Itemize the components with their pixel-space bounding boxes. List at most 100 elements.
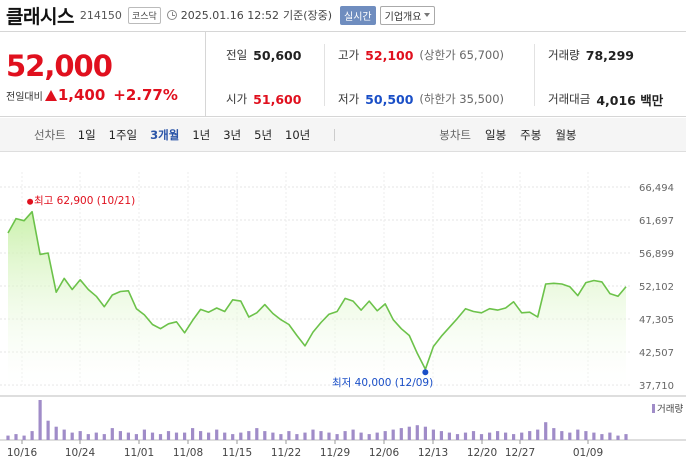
price-info-grid: 전일 50,600 시가 51,600 고가 52,100 (상한가 65,70… — [206, 31, 686, 117]
volume-bar — [86, 434, 90, 440]
volume-bar — [327, 432, 331, 440]
y-tick-label: 56,899 — [639, 249, 674, 260]
volume-bar — [62, 429, 66, 440]
x-tick-label: 11/15 — [222, 447, 252, 459]
volume-bar — [552, 428, 556, 440]
volume-bar — [576, 429, 580, 440]
stock-code: 214150 — [79, 8, 122, 22]
volume-bar — [415, 425, 419, 440]
volume-bar — [512, 434, 516, 440]
volume-bar — [311, 429, 315, 440]
realtime-button[interactable]: 실시간 — [340, 5, 376, 25]
volume-bar — [271, 432, 275, 440]
high-value: 52,100 — [365, 47, 414, 63]
volume-bar — [239, 432, 243, 440]
stock-name: 클래시스 — [6, 5, 74, 28]
volume-bar — [255, 428, 259, 440]
high-label: 고가 — [338, 48, 360, 62]
volume-bar — [407, 426, 411, 440]
volume-bar — [624, 434, 628, 440]
volume-bar — [383, 431, 387, 440]
period-5y[interactable]: 5년 — [254, 127, 273, 142]
change-percent: +2.77% — [113, 86, 178, 104]
line-chart-label[interactable]: 선차트 — [34, 127, 66, 142]
price-chart[interactable]: 최고 62,900 (10/21) 최저 40,000 (12/09) 66,49… — [0, 152, 686, 467]
volume-bar — [303, 432, 307, 440]
x-tick-label: 12/13 — [418, 447, 448, 459]
prev-close-label: 전일 — [226, 48, 248, 62]
volume-bar — [608, 432, 612, 440]
volume-bar — [102, 434, 106, 440]
prev-close-value: 50,600 — [253, 47, 302, 63]
period-3y[interactable]: 3년 — [223, 127, 242, 142]
volume-bar — [375, 432, 379, 440]
volume-bar — [471, 431, 476, 440]
x-tick-label: 11/29 — [320, 447, 350, 459]
volume-bar — [399, 428, 403, 440]
volume-bar — [166, 431, 171, 440]
low-label: 저가 — [338, 92, 360, 106]
current-price: 52,000 — [6, 49, 113, 83]
open-value: 51,600 — [253, 91, 302, 107]
open-price: 시가 51,600 — [226, 89, 301, 109]
volume-bar — [536, 429, 540, 440]
x-tick-label: 11/22 — [271, 447, 301, 459]
volume-bar — [30, 431, 34, 440]
candle-chart-label[interactable]: 봉차트 — [439, 127, 471, 142]
y-tick-label: 52,102 — [639, 282, 674, 293]
volume-bar — [439, 431, 443, 440]
basis-label: 기준(장중) — [282, 9, 333, 22]
volume-value: 78,299 — [585, 47, 634, 63]
volume-bar — [14, 434, 18, 440]
y-tick-label: 61,697 — [639, 216, 674, 227]
low-value: 50,500 — [365, 91, 414, 107]
max-annotation: 최고 62,900 (10/21) — [34, 195, 135, 207]
volume-bar — [479, 434, 484, 440]
volume-bar — [150, 432, 155, 440]
change-label: 전일대비 — [6, 91, 43, 103]
candle-weekly[interactable]: 주봉 — [520, 127, 542, 142]
volume-bar — [359, 432, 363, 440]
volume-bar — [70, 432, 74, 440]
volume-bar — [207, 432, 211, 440]
chevron-down-icon — [424, 13, 431, 17]
volume-bar — [46, 420, 50, 440]
period-1y[interactable]: 1년 — [192, 127, 211, 142]
x-tick-label: 12/06 — [369, 447, 400, 459]
volume-bar — [38, 400, 42, 440]
volume-legend-swatch — [652, 404, 655, 413]
x-tick-label: 10/16 — [7, 447, 38, 459]
volume-bar — [455, 434, 460, 440]
volume: 거래량 78,299 — [548, 45, 634, 65]
volume-bar — [504, 432, 508, 440]
volume-bar — [174, 432, 179, 440]
volume-bar — [544, 422, 548, 440]
period-1d[interactable]: 1일 — [77, 127, 96, 142]
candle-daily[interactable]: 일봉 — [485, 127, 507, 142]
period-3m[interactable]: 3개월 — [150, 127, 180, 142]
volume-bar — [78, 431, 82, 440]
volume-bar — [134, 434, 138, 440]
company-overview-button[interactable]: 기업개요 — [379, 5, 436, 25]
volume-bar — [279, 434, 283, 440]
change-line: 전일대비 1,400 +2.77% — [6, 86, 178, 104]
period-10y[interactable]: 10년 — [285, 127, 311, 142]
candle-monthly[interactable]: 월봉 — [555, 127, 577, 142]
y-axis: 66,494 61,697 56,899 52,102 47,305 42,507 37,7… — [639, 183, 674, 392]
period-1w[interactable]: 1주일 — [108, 127, 138, 142]
volume-bar — [158, 434, 163, 440]
volume-bar — [367, 434, 371, 440]
divider — [534, 44, 535, 106]
trade-amount: 거래대금 4,016 백만 — [548, 89, 663, 109]
volume-bar — [391, 429, 395, 440]
x-tick-label: 10/24 — [65, 447, 96, 459]
y-tick-label: 37,710 — [639, 381, 674, 392]
volume-bar — [223, 432, 227, 440]
volume-bars: 거래량 — [6, 400, 683, 440]
x-tick-label: 11/08 — [173, 447, 203, 459]
volume-bar — [351, 429, 355, 440]
price-area — [8, 211, 626, 385]
volume-bar — [496, 431, 500, 440]
volume-bar — [488, 432, 492, 440]
volume-bar — [447, 432, 451, 440]
